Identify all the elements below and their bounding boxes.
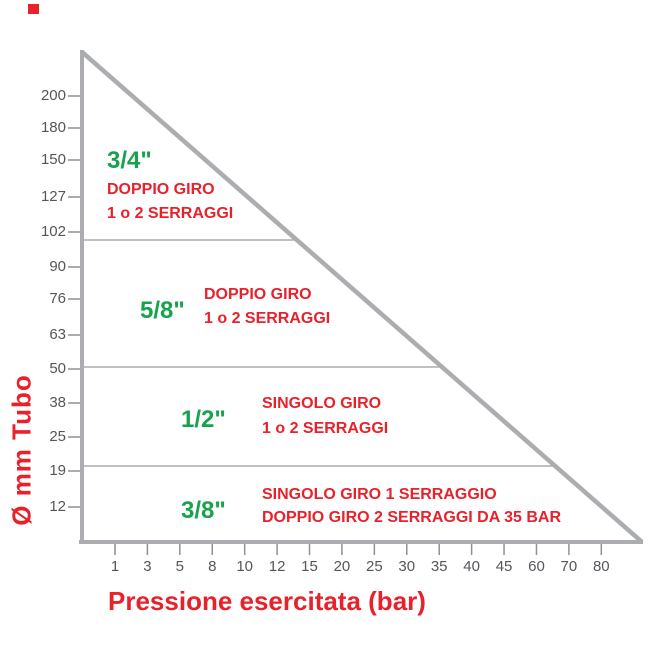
y-tick-label: 19 bbox=[49, 462, 66, 479]
x-tick-label: 8 bbox=[208, 558, 217, 575]
y-tick-label: 50 bbox=[49, 360, 66, 377]
zone-3-4-size-label: 3/4" bbox=[107, 147, 152, 174]
zone-3-8-notes: SINGOLO GIRO 1 SERRAGGIO DOPPIO GIRO 2 S… bbox=[262, 483, 561, 529]
x-tick-label: 20 bbox=[333, 558, 351, 575]
zone-1-2-size-label: 1/2" bbox=[181, 406, 226, 433]
zone-5-8-size-label: 5/8" bbox=[140, 297, 185, 324]
boundary-line bbox=[80, 50, 644, 544]
x-tick-label: 35 bbox=[430, 558, 448, 575]
y-tick-label: 38 bbox=[49, 394, 66, 411]
x-tick-label: 5 bbox=[175, 558, 184, 575]
x-tick-label: 1 bbox=[110, 558, 120, 575]
x-tick-label: 30 bbox=[398, 558, 416, 575]
y-tick-label: 12 bbox=[49, 498, 66, 515]
y-tick-label: 180 bbox=[40, 119, 66, 136]
zone-3-4-note-line2: 1 o 2 SERRAGGI bbox=[107, 205, 234, 222]
y-tick-label: 63 bbox=[49, 326, 66, 343]
x-tick-label: 60 bbox=[528, 558, 545, 575]
x-tick-label: 3 bbox=[143, 558, 152, 575]
zone-5-8-notes: DOPPIO GIRO 1 o 2 SERRAGGI bbox=[204, 283, 330, 331]
zone-3-8-note-line2: DOPPIO GIRO 2 SERRAGGI DA 35 BAR bbox=[262, 509, 562, 526]
y-tick-label: 150 bbox=[40, 151, 66, 168]
x-tick-label: 80 bbox=[592, 558, 610, 575]
y-tick-label: 200 bbox=[40, 87, 66, 104]
zone-1-2-note-line1: SINGOLO GIRO bbox=[262, 395, 382, 412]
zone-5-8-note-line1: DOPPIO GIRO bbox=[204, 286, 312, 303]
x-tick-label: 40 bbox=[463, 558, 480, 575]
zone-3-8-size-label: 3/8" bbox=[181, 497, 226, 524]
x-tick-label: 12 bbox=[268, 558, 286, 575]
zone-1-2-notes: SINGOLO GIRO 1 o 2 SERRAGGI bbox=[262, 391, 388, 441]
corner-mark bbox=[28, 4, 39, 14]
x-tick-label: 25 bbox=[366, 558, 383, 575]
y-axis-title: Ø mm Tubo bbox=[6, 374, 37, 526]
zone-3-4-note-line1: DOPPIO GIRO bbox=[107, 181, 215, 198]
x-tick-label: 45 bbox=[495, 558, 513, 575]
zone-5-8-note-line2: 1 o 2 SERRAGGI bbox=[204, 310, 331, 327]
y-tick-label: 76 bbox=[49, 290, 66, 307]
y-tick-label: 127 bbox=[40, 188, 66, 205]
x-tick-label: 15 bbox=[301, 558, 318, 575]
y-tick-label: 90 bbox=[49, 258, 66, 275]
zone-3-8-note-line1: SINGOLO GIRO 1 SERRAGGIO bbox=[262, 486, 497, 503]
zone-1-2-note-line2: 1 o 2 SERRAGGI bbox=[262, 420, 389, 437]
y-tick-label: 102 bbox=[40, 223, 66, 240]
zone-3-4-notes: DOPPIO GIRO 1 o 2 SERRAGGI bbox=[107, 178, 233, 226]
x-tick-label: 70 bbox=[560, 558, 578, 575]
x-axis-title: Pressione esercitata (bar) bbox=[108, 586, 426, 616]
x-tick-label: 10 bbox=[236, 558, 254, 575]
y-tick-label: 25 bbox=[49, 428, 66, 445]
